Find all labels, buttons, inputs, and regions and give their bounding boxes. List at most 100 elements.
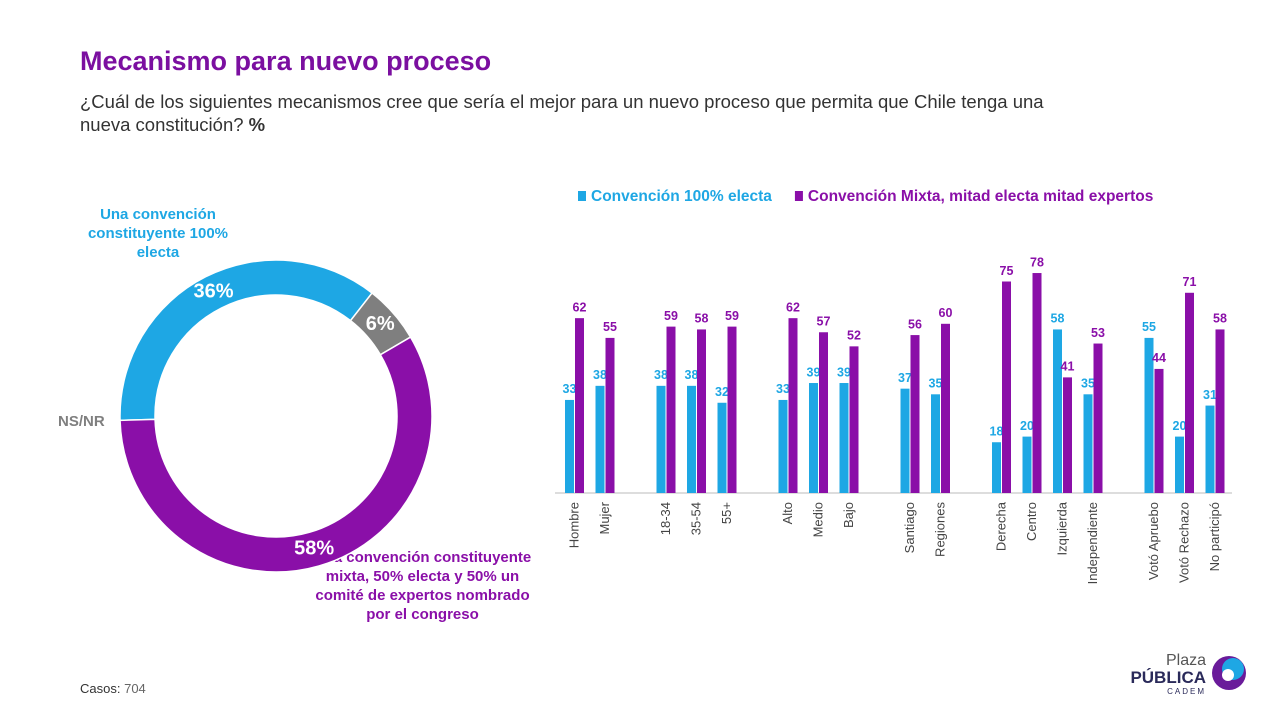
subtitle-text: ¿Cuál de los siguientes mecanismos cree …: [80, 91, 1044, 135]
value-label: 35: [929, 377, 943, 391]
bar: [1185, 292, 1194, 493]
value-label: 57: [817, 315, 831, 329]
subtitle: ¿Cuál de los siguientes mecanismos cree …: [80, 90, 1070, 136]
value-label: 56: [908, 317, 922, 331]
value-label: 55: [603, 320, 617, 334]
logo-sub: CADEM: [1167, 687, 1206, 696]
x-tick-label: Independiente: [1085, 502, 1100, 584]
x-tick-label: Regiones: [932, 502, 947, 557]
bar: [1063, 377, 1072, 493]
bar: [992, 442, 1001, 493]
bar: [697, 329, 706, 493]
value-label: 20: [1173, 419, 1187, 433]
value-label: 44: [1152, 351, 1166, 365]
value-label: 20: [1020, 419, 1034, 433]
x-tick-label: Alto: [780, 502, 795, 524]
x-tick-label: Centro: [1024, 502, 1039, 541]
bar: [595, 385, 605, 493]
value-label: 60: [939, 306, 953, 320]
bar: [1093, 343, 1103, 493]
bar: [727, 326, 737, 493]
donut-slice: [119, 336, 433, 573]
legend-label: Convención 100% electa: [591, 188, 772, 205]
bar: [849, 346, 859, 493]
value-label: 38: [685, 368, 699, 382]
value-label: 35: [1081, 377, 1095, 391]
pie-label: Una convención constituyente 100% electa: [87, 206, 229, 261]
x-tick-label: Medio: [810, 502, 825, 537]
legend-swatch: [794, 191, 803, 201]
value-label: 71: [1183, 275, 1197, 289]
pie-label: NS/NR: [58, 413, 105, 430]
value-label: 78: [1030, 255, 1044, 269]
bar: [1144, 337, 1154, 493]
bar: [1215, 329, 1225, 493]
value-label: 39: [837, 365, 851, 379]
logo-mark: [1222, 669, 1234, 681]
value-label: 33: [563, 382, 577, 396]
value-label: 58: [1213, 312, 1227, 326]
value-label: 41: [1061, 360, 1075, 374]
logo-main: PÚBLICA: [1130, 668, 1206, 687]
x-tick-label: Hombre: [566, 502, 581, 548]
cases-label: Casos: [80, 681, 117, 696]
bar: [819, 332, 828, 493]
cases: Casos: 704: [80, 681, 146, 696]
x-tick-label: Izquierda: [1054, 501, 1069, 555]
slice-label: 58%: [294, 537, 334, 559]
legend-label: Convención Mixta, mitad electa mitad exp…: [808, 188, 1153, 205]
bar: [1053, 329, 1062, 493]
bar: [1032, 273, 1042, 493]
legend-swatch: [578, 191, 586, 201]
value-label: 58: [1051, 312, 1065, 326]
bar: [941, 323, 950, 493]
slice-label: 6%: [366, 313, 395, 335]
bar: [1083, 394, 1093, 493]
unit: %: [248, 114, 266, 135]
value-label: 53: [1091, 326, 1105, 340]
value-label: 32: [715, 385, 729, 399]
value-label: 31: [1203, 388, 1217, 402]
x-tick-label: Mujer: [597, 501, 612, 534]
value-label: 18: [990, 425, 1004, 439]
bar: [565, 399, 574, 493]
donut-slice: [119, 259, 374, 422]
x-tick-label: Derecha: [993, 501, 1008, 551]
bar: [809, 383, 818, 493]
bar: [666, 326, 676, 493]
value-label: 62: [786, 300, 800, 314]
bar: [1022, 436, 1032, 493]
bar: [910, 335, 920, 493]
bar: [778, 399, 788, 493]
bar: [788, 318, 798, 493]
value-label: 59: [725, 309, 739, 323]
x-tick-label: 35-54: [688, 502, 703, 535]
value-label: 33: [776, 382, 790, 396]
value-label: 58: [695, 312, 709, 326]
value-label: 38: [654, 368, 668, 382]
bar: [605, 337, 615, 493]
x-tick-label: 18-34: [658, 502, 673, 535]
x-tick-label: Votó Apruebo: [1146, 502, 1161, 580]
value-label: 39: [807, 365, 821, 379]
bar: [575, 318, 584, 493]
cases-value: 704: [124, 681, 146, 696]
value-label: 59: [664, 309, 678, 323]
value-label: 52: [847, 329, 861, 343]
bar: [1205, 405, 1215, 493]
bar: [1002, 281, 1011, 493]
bar: [931, 394, 940, 493]
bar: [1154, 368, 1164, 493]
value-label: 38: [593, 368, 607, 382]
bar: [687, 385, 696, 493]
value-label: 62: [573, 300, 587, 314]
bar: [900, 388, 910, 493]
pie-label: Una convención constituyente mixta, 50% …: [313, 549, 532, 623]
x-tick-label: Votó Rechazo: [1176, 502, 1191, 583]
value-label: 55: [1142, 320, 1156, 334]
bar: [839, 383, 849, 493]
x-tick-label: 55+: [719, 502, 734, 524]
bar: [717, 402, 727, 493]
